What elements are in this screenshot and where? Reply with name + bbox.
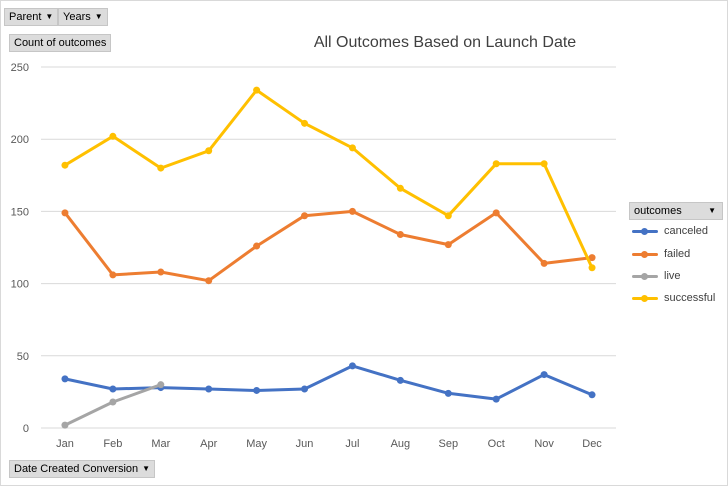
- data-point: [253, 242, 261, 250]
- data-point: [396, 184, 404, 192]
- data-point: [588, 391, 596, 399]
- legend-marker-dot: [641, 273, 648, 280]
- x-tick-label: May: [246, 438, 267, 450]
- series-live: [61, 381, 165, 429]
- legend-marker-dot: [641, 295, 648, 302]
- legend-header-label: outcomes: [634, 205, 682, 217]
- y-tick-label: 100: [11, 279, 29, 291]
- data-point: [396, 231, 404, 239]
- data-point: [61, 421, 69, 429]
- years-filter-label: Years: [63, 11, 91, 23]
- x-axis-ticks: Jan Feb Mar Apr May Jun Jul Aug Sep Oct Nov Dec: [56, 438, 602, 450]
- x-tick-label: Jun: [296, 438, 314, 450]
- y-tick-label: 250: [11, 62, 29, 74]
- data-point: [396, 376, 404, 384]
- data-point: [253, 86, 261, 94]
- series-line: [63, 88, 594, 270]
- data-point: [253, 386, 261, 394]
- data-point: [301, 385, 309, 393]
- series-canceled: [61, 362, 596, 403]
- dropdown-arrow-icon: ▼: [142, 464, 151, 473]
- data-point: [492, 160, 500, 168]
- data-point: [157, 381, 165, 389]
- data-point: [540, 160, 548, 168]
- value-field-label: Count of outcomes: [14, 37, 107, 49]
- dropdown-arrow-icon: ▼: [708, 206, 716, 215]
- gridlines: [41, 66, 616, 429]
- legend-marker-dot: [641, 228, 648, 235]
- data-point: [109, 398, 117, 406]
- series-line: [63, 209, 594, 283]
- x-tick-label: Sep: [439, 438, 459, 450]
- legend-label: successful: [664, 292, 716, 304]
- data-point: [61, 209, 69, 217]
- x-tick-label: Mar: [151, 438, 170, 450]
- data-point: [588, 264, 596, 272]
- legend-marker-dot: [641, 251, 648, 258]
- series-successful: [61, 86, 596, 272]
- data-point: [540, 259, 548, 267]
- data-point: [205, 385, 213, 393]
- chart-title: All Outcomes Based on Launch Date: [313, 34, 577, 51]
- value-field-button[interactable]: Count of outcomes: [9, 34, 112, 52]
- data-point: [588, 254, 596, 262]
- legend-label: live: [664, 270, 681, 282]
- parent-filter-button[interactable]: Parent ▼: [4, 8, 59, 26]
- data-point: [205, 277, 213, 285]
- series-group: [61, 86, 596, 429]
- legend-label: canceled: [664, 225, 709, 237]
- data-point: [61, 161, 69, 169]
- y-tick-label: 50: [17, 351, 29, 363]
- data-point: [348, 207, 356, 215]
- years-filter-button[interactable]: Years ▼: [58, 8, 108, 26]
- axis-field-button[interactable]: Date Created Conversion ▼: [9, 460, 156, 478]
- data-point: [492, 209, 500, 217]
- data-point: [61, 375, 69, 383]
- data-point: [301, 119, 309, 127]
- x-tick-label: Jul: [345, 438, 359, 450]
- data-point: [348, 362, 356, 370]
- y-tick-label: 150: [11, 206, 29, 218]
- x-tick-label: Nov: [534, 438, 554, 450]
- data-point: [444, 212, 452, 220]
- series-line: [63, 364, 594, 401]
- x-tick-label: Aug: [391, 438, 411, 450]
- legend-header-button[interactable]: outcomes ▼: [629, 202, 723, 220]
- data-point: [205, 147, 213, 155]
- data-point: [444, 241, 452, 249]
- data-point: [109, 271, 117, 279]
- x-tick-label: Feb: [103, 438, 122, 450]
- x-tick-label: Apr: [200, 438, 217, 450]
- y-tick-label: 200: [11, 134, 29, 146]
- axis-field-label: Date Created Conversion: [14, 463, 139, 475]
- data-point: [444, 389, 452, 397]
- series-failed: [61, 207, 596, 285]
- x-tick-label: Dec: [582, 438, 602, 450]
- data-point: [540, 371, 548, 379]
- x-tick-label: Jan: [56, 438, 74, 450]
- data-point: [301, 212, 309, 220]
- data-point: [109, 132, 117, 140]
- x-tick-label: Oct: [488, 438, 505, 450]
- parent-filter-label: Parent: [9, 11, 42, 23]
- dropdown-arrow-icon: ▼: [94, 12, 103, 21]
- legend-label: failed: [664, 248, 691, 260]
- y-tick-label: 0: [23, 423, 29, 435]
- data-point: [157, 164, 165, 172]
- data-point: [157, 268, 165, 276]
- dropdown-arrow-icon: ▼: [45, 12, 54, 21]
- y-axis-ticks: 0 50 100 150 200 250: [11, 62, 29, 435]
- data-point: [348, 144, 356, 152]
- data-point: [492, 395, 500, 403]
- data-point: [109, 385, 117, 393]
